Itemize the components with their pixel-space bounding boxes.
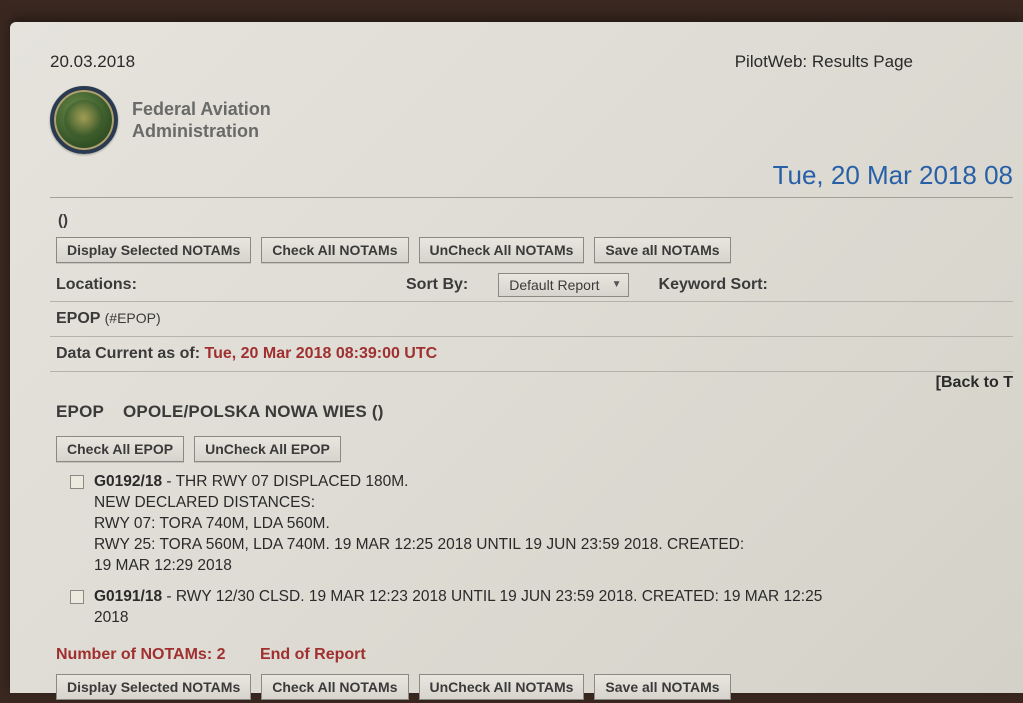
filter-row: Locations: Sort By: Default Report Keywo…	[56, 273, 1007, 297]
check-all-notams-button[interactable]: Check All NOTAMs	[261, 237, 408, 263]
notam-count-label: Number of NOTAMs:	[56, 646, 212, 663]
notam-id: G0192/18	[94, 473, 162, 490]
divider	[50, 197, 1013, 198]
summary-row: Number of NOTAMs: 2 End of Report	[56, 646, 1007, 664]
divider	[50, 301, 1013, 302]
print-date: 20.03.2018	[50, 52, 135, 72]
sort-by-value: Default Report	[509, 277, 599, 293]
airport-code: EPOP	[56, 402, 104, 421]
notam-text: - THR RWY 07 DISPLACED 180M. NEW DECLARE…	[94, 473, 744, 574]
notam-text: - RWY 12/30 CLSD. 19 MAR 12:23 2018 UNTI…	[94, 588, 822, 626]
back-to-link[interactable]: [Back to T	[50, 374, 1013, 392]
empty-parens: ()	[58, 212, 1013, 229]
check-all-notams-button[interactable]: Check All NOTAMs	[261, 674, 408, 700]
location-line: EPOP (#EPOP)	[56, 310, 1007, 328]
check-all-epop-button[interactable]: Check All EPOP	[56, 436, 184, 462]
uncheck-all-epop-button[interactable]: UnCheck All EPOP	[194, 436, 341, 462]
sort-by-label: Sort By:	[406, 276, 468, 294]
keyword-sort-label: Keyword Sort:	[659, 276, 768, 294]
display-selected-notams-button[interactable]: Display Selected NOTAMs	[56, 674, 251, 700]
org-line1: Federal Aviation	[132, 98, 271, 121]
location-code: EPOP	[56, 310, 100, 327]
save-all-notams-button[interactable]: Save all NOTAMs	[594, 237, 730, 263]
end-of-report: End of Report	[260, 646, 366, 663]
notam-item: G0192/18 - THR RWY 07 DISPLACED 180M. NE…	[70, 472, 1007, 577]
notam-item: G0191/18 - RWY 12/30 CLSD. 19 MAR 12:23 …	[70, 587, 1007, 629]
display-selected-notams-button[interactable]: Display Selected NOTAMs	[56, 237, 251, 263]
org-line2: Administration	[132, 120, 271, 143]
divider	[50, 336, 1013, 337]
location-suffix: (#EPOP)	[105, 310, 161, 326]
save-all-notams-button[interactable]: Save all NOTAMs	[594, 674, 730, 700]
data-current-line: Data Current as of: Tue, 20 Mar 2018 08:…	[56, 345, 1007, 363]
faa-seal-icon	[50, 86, 118, 154]
airport-name: OPOLE/POLSKA NOWA WIES ()	[123, 402, 384, 421]
notam-body: G0192/18 - THR RWY 07 DISPLACED 180M. NE…	[94, 472, 744, 577]
bottom-button-row: Display Selected NOTAMs Check All NOTAMs…	[56, 674, 1013, 700]
locations-label: Locations:	[56, 276, 376, 294]
notam-list: G0192/18 - THR RWY 07 DISPLACED 180M. NE…	[70, 472, 1007, 628]
results-page: 20.03.2018 PilotWeb: Results Page Federa…	[10, 22, 1023, 693]
sort-by-select[interactable]: Default Report	[498, 273, 628, 297]
page-title: PilotWeb: Results Page	[735, 52, 913, 72]
uncheck-all-notams-button[interactable]: UnCheck All NOTAMs	[419, 237, 585, 263]
notam-id: G0191/18	[94, 588, 162, 605]
airport-button-row: Check All EPOP UnCheck All EPOP	[56, 436, 1013, 462]
notam-count-value: 2	[217, 646, 226, 663]
notam-checkbox[interactable]	[70, 475, 84, 489]
notam-checkbox[interactable]	[70, 590, 84, 604]
report-datetime: Tue, 20 Mar 2018 08	[50, 160, 1013, 191]
data-current-label: Data Current as of:	[56, 345, 200, 362]
org-row: Federal Aviation Administration	[50, 86, 1013, 154]
org-name: Federal Aviation Administration	[132, 98, 271, 143]
airport-heading: EPOP OPOLE/POLSKA NOWA WIES ()	[56, 402, 1007, 422]
uncheck-all-notams-button[interactable]: UnCheck All NOTAMs	[419, 674, 585, 700]
data-current-timestamp: Tue, 20 Mar 2018 08:39:00 UTC	[204, 345, 437, 362]
notam-body: G0191/18 - RWY 12/30 CLSD. 19 MAR 12:23 …	[94, 587, 822, 629]
divider	[50, 371, 1013, 372]
top-button-row: Display Selected NOTAMs Check All NOTAMs…	[56, 237, 1013, 263]
print-header-row: 20.03.2018 PilotWeb: Results Page	[50, 52, 1013, 72]
